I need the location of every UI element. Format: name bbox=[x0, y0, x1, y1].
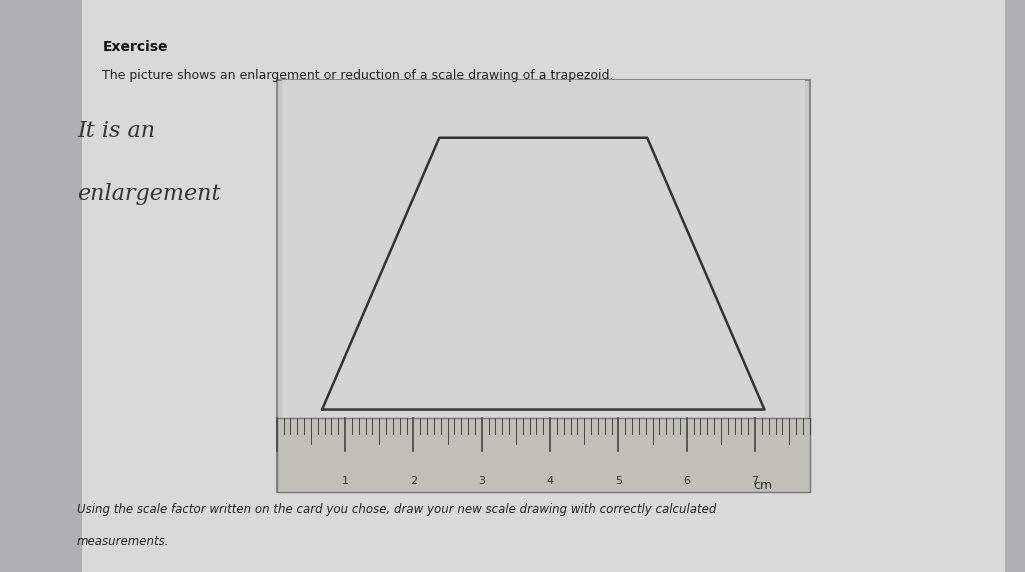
Text: 3: 3 bbox=[479, 476, 485, 486]
Text: 6: 6 bbox=[684, 476, 690, 486]
Text: The picture shows an enlargement or reduction of a scale drawing of a trapezoid.: The picture shows an enlargement or redu… bbox=[102, 69, 614, 82]
Text: It is an: It is an bbox=[77, 120, 155, 142]
Text: measurements.: measurements. bbox=[77, 535, 169, 548]
FancyBboxPatch shape bbox=[277, 418, 810, 492]
Text: 5: 5 bbox=[615, 476, 622, 486]
FancyBboxPatch shape bbox=[277, 80, 810, 492]
Text: cm: cm bbox=[753, 479, 773, 492]
Text: 2: 2 bbox=[410, 476, 417, 486]
FancyBboxPatch shape bbox=[282, 80, 805, 422]
Text: 7: 7 bbox=[751, 476, 758, 486]
Text: enlargement: enlargement bbox=[77, 183, 220, 205]
Text: 4: 4 bbox=[546, 476, 554, 486]
Text: 1: 1 bbox=[341, 476, 349, 486]
Text: Using the scale factor written on the card you chose, draw your new scale drawin: Using the scale factor written on the ca… bbox=[77, 503, 716, 517]
FancyBboxPatch shape bbox=[82, 0, 1004, 572]
Text: Exercise: Exercise bbox=[102, 40, 168, 54]
